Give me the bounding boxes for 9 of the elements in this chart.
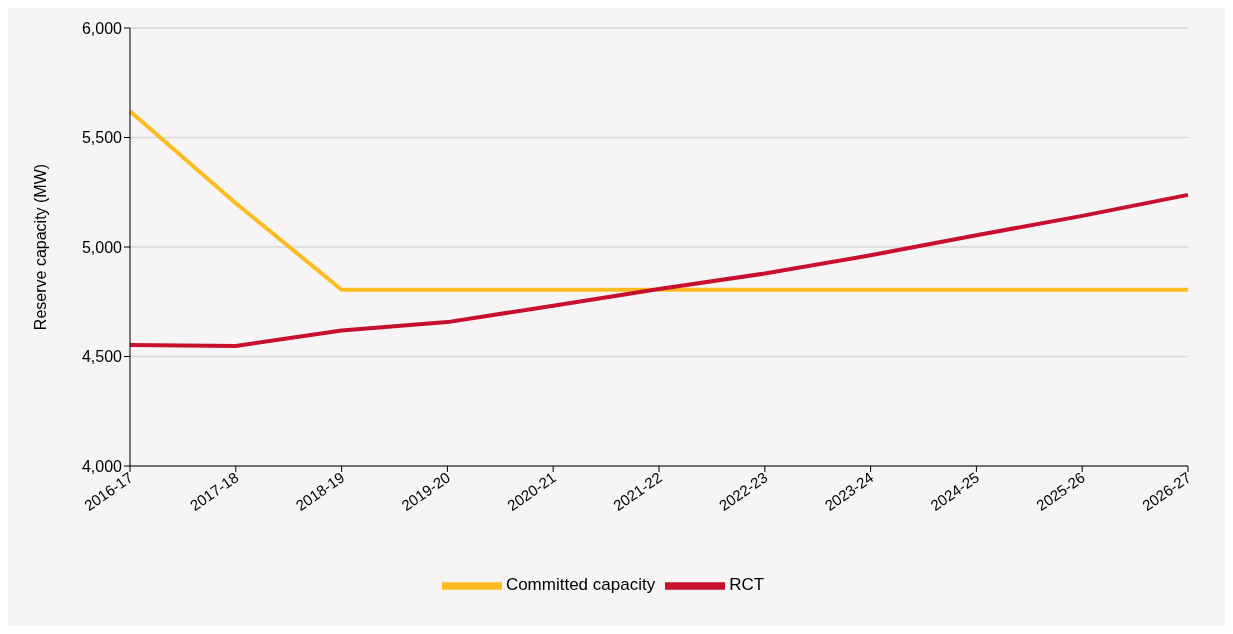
legend-label: RCT — [729, 575, 765, 595]
y-tick-label: 6,000 — [81, 19, 123, 37]
y-tick-label: 4,500 — [81, 348, 123, 366]
y-tick-label: 5,500 — [81, 129, 123, 147]
y-tick-label: 4,000 — [81, 457, 123, 475]
line-series — [128, 192, 1190, 348]
legend-label: Committed capacity — [505, 575, 656, 595]
y-tick-label: 5,000 — [81, 238, 123, 256]
y-axis-title: Reserve capacity (MW) — [31, 163, 49, 331]
